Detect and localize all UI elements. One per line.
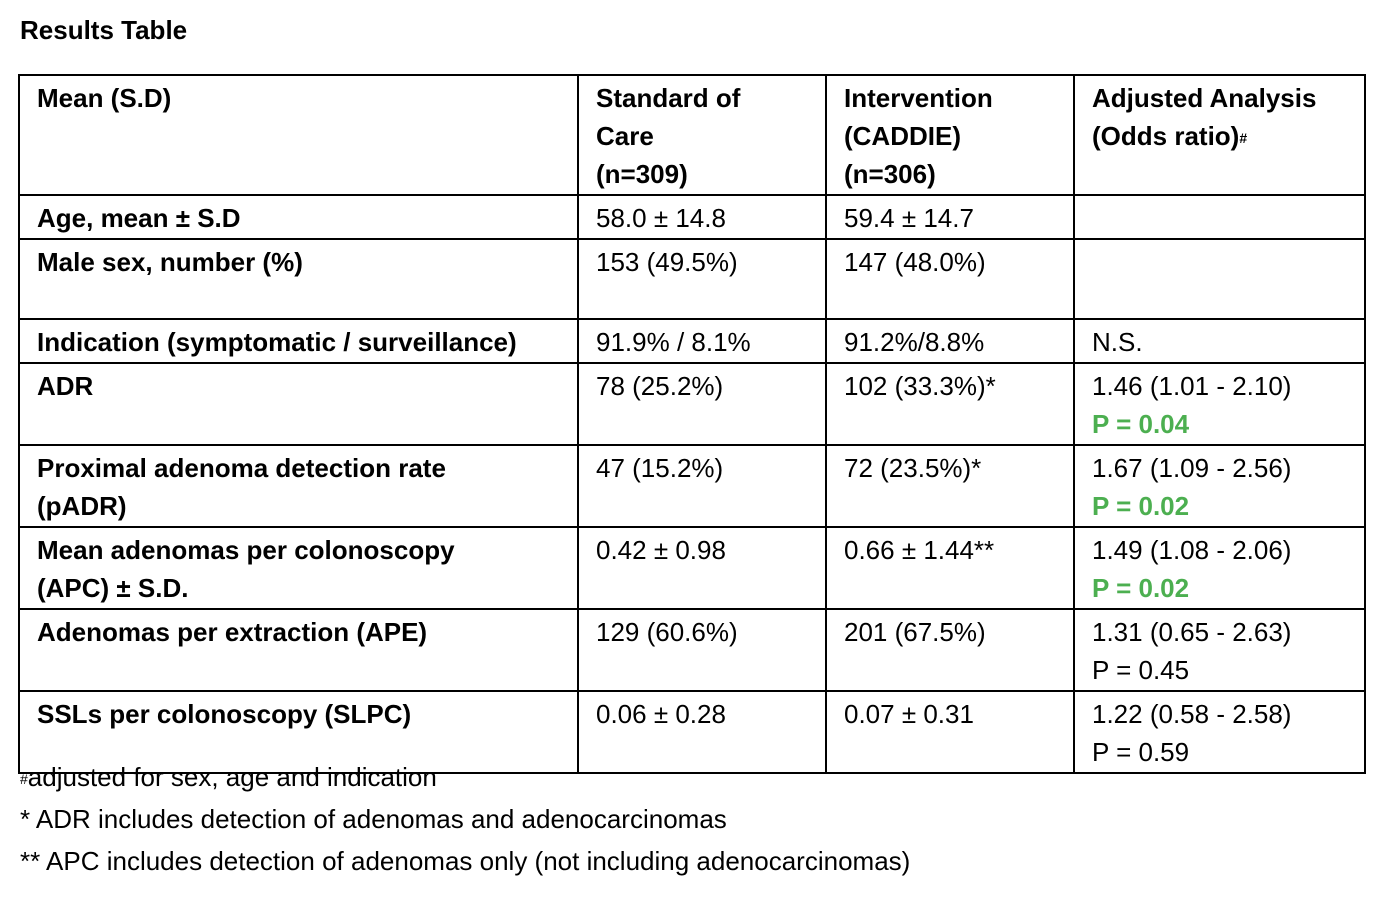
adjusted-analysis-cell (1073, 238, 1366, 320)
adjusted-analysis-cell: 1.49 (1.08 - 2.06) P = 0.02 (1073, 526, 1366, 610)
odds-ratio: 1.31 (0.65 - 2.63) (1092, 617, 1292, 647)
column-header-line: (n=309) (596, 159, 688, 189)
row-label-cell: Adenomas per extraction (APE) (18, 608, 579, 692)
row-label: Age, mean ± S.D (37, 203, 241, 233)
p-value: P = 0.02 (1092, 573, 1190, 603)
row-label-cell: Male sex, number (%) (18, 238, 579, 320)
p-value: P = 0.04 (1092, 409, 1190, 439)
table-body: Age, mean ± S.D 58.0 ± 14.8 59.4 ± 14.7 Mal… (18, 194, 1366, 774)
row-label: (pADR) (37, 491, 127, 521)
table-row: ADR 78 (25.2%) 102 (33.3%)* 1.46 (1.01 - 2.… (18, 362, 1366, 446)
column-header-line: (Odds ratio)# (1092, 121, 1248, 151)
odds-ratio: N.S. (1092, 327, 1143, 357)
intervention-cell: 91.2%/8.8% (825, 318, 1075, 364)
p-value: P = 0.45 (1092, 655, 1190, 685)
column-header-line: Care (596, 121, 654, 151)
standard-of-care-cell: 78 (25.2%) (577, 362, 827, 446)
footnote-text: adjusted for sex, age and indication (27, 762, 437, 792)
table-row: Male sex, number (%) 153 (49.5%) 147 (48.0… (18, 238, 1366, 320)
row-label-cell: Age, mean ± S.D (18, 194, 579, 240)
table-row: Proximal adenoma detection rate (pADR) 47 … (18, 444, 1366, 528)
row-label: Adenomas per extraction (APE) (37, 617, 428, 647)
table-row: Adenomas per extraction (APE) 129 (60.6%)… (18, 608, 1366, 692)
table-row: Mean adenomas per colonoscopy (APC) ± S.D… (18, 526, 1366, 610)
row-label: ADR (37, 371, 94, 401)
p-value: P = 0.59 (1092, 737, 1190, 767)
standard-of-care-cell: 91.9% / 8.1% (577, 318, 827, 364)
p-value: P = 0.02 (1092, 491, 1190, 521)
column-header-line: Mean (S.D) (37, 83, 172, 113)
intervention-cell: 201 (67.5%) (825, 608, 1075, 692)
row-label: Male sex, number (%) (37, 247, 303, 277)
footnote-marker: # (20, 771, 28, 787)
column-header: Adjusted Analysis (Odds ratio)# (1073, 74, 1366, 196)
row-label: Proximal adenoma detection rate (37, 453, 446, 483)
intervention-cell: 147 (48.0%) (825, 238, 1075, 320)
footnote-marker: # (1239, 130, 1248, 146)
row-label-cell: SSLs per colonoscopy (SLPC) (18, 690, 579, 774)
footnote-text: * ADR includes detection of adenomas and… (20, 804, 727, 834)
standard-of-care-cell: 58.0 ± 14.8 (577, 194, 827, 240)
column-header-line: (n=306) (844, 159, 936, 189)
footnote: #adjusted for sex, age and indication (20, 756, 910, 798)
page-title: Results Table (20, 15, 188, 45)
intervention-cell: 0.66 ± 1.44** (825, 526, 1075, 610)
row-label: (APC) ± S.D. (37, 573, 189, 603)
standard-of-care-cell: 129 (60.6%) (577, 608, 827, 692)
column-header-line: Intervention (844, 83, 993, 113)
standard-of-care-cell: 0.42 ± 0.98 (577, 526, 827, 610)
intervention-cell: 0.07 ± 0.31 (825, 690, 1075, 774)
table-row: Age, mean ± S.D 58.0 ± 14.8 59.4 ± 14.7 (18, 194, 1366, 240)
row-label-cell: Mean adenomas per colonoscopy (APC) ± S.D… (18, 526, 579, 610)
odds-ratio: 1.49 (1.08 - 2.06) (1092, 535, 1292, 565)
adjusted-analysis-cell: 1.31 (0.65 - 2.63) P = 0.45 (1073, 608, 1366, 692)
results-table: Mean (S.D) Standard of Care (n=309) Interven… (18, 74, 1366, 774)
footnotes: #adjusted for sex, age and indication * A… (20, 756, 910, 882)
row-label-cell: Indication (symptomatic / surveillance) (18, 318, 579, 364)
odds-ratio: 1.67 (1.09 - 2.56) (1092, 453, 1292, 483)
odds-ratio: 1.22 (0.58 - 2.58) (1092, 699, 1292, 729)
table-row: SSLs per colonoscopy (SLPC) 0.06 ± 0.28 0.… (18, 690, 1366, 774)
column-header: Standard of Care (n=309) (577, 74, 827, 196)
row-label-cell: ADR (18, 362, 579, 446)
intervention-cell: 102 (33.3%)* (825, 362, 1075, 446)
row-label: SSLs per colonoscopy (SLPC) (37, 699, 412, 729)
odds-ratio: 1.46 (1.01 - 2.10) (1092, 371, 1292, 401)
column-header: Intervention (CADDIE) (n=306) (825, 74, 1075, 196)
row-label: Indication (symptomatic / surveillance) (37, 327, 517, 357)
adjusted-analysis-cell: 1.67 (1.09 - 2.56) P = 0.02 (1073, 444, 1366, 528)
adjusted-analysis-cell: 1.22 (0.58 - 2.58) P = 0.59 (1073, 690, 1366, 774)
column-header: Mean (S.D) (18, 74, 579, 196)
table-header-row: Mean (S.D) Standard of Care (n=309) Interven… (18, 74, 1366, 196)
column-header-line: Standard of (596, 83, 741, 113)
standard-of-care-cell: 153 (49.5%) (577, 238, 827, 320)
column-header-line: (CADDIE) (844, 121, 961, 151)
intervention-cell: 59.4 ± 14.7 (825, 194, 1075, 240)
adjusted-analysis-cell (1073, 194, 1366, 240)
column-header-line: Adjusted Analysis (1092, 83, 1317, 113)
footnote: * ADR includes detection of adenomas and… (20, 798, 910, 840)
standard-of-care-cell: 47 (15.2%) (577, 444, 827, 528)
standard-of-care-cell: 0.06 ± 0.28 (577, 690, 827, 774)
footnote-text: ** APC includes detection of adenomas on… (20, 846, 911, 876)
row-label: Mean adenomas per colonoscopy (37, 535, 455, 565)
table-row: Indication (symptomatic / surveillance) 9… (18, 318, 1366, 364)
adjusted-analysis-cell: 1.46 (1.01 - 2.10) P = 0.04 (1073, 362, 1366, 446)
intervention-cell: 72 (23.5%)* (825, 444, 1075, 528)
adjusted-analysis-cell: N.S. (1073, 318, 1366, 364)
row-label-cell: Proximal adenoma detection rate (pADR) (18, 444, 579, 528)
footnote: ** APC includes detection of adenomas on… (20, 840, 910, 882)
